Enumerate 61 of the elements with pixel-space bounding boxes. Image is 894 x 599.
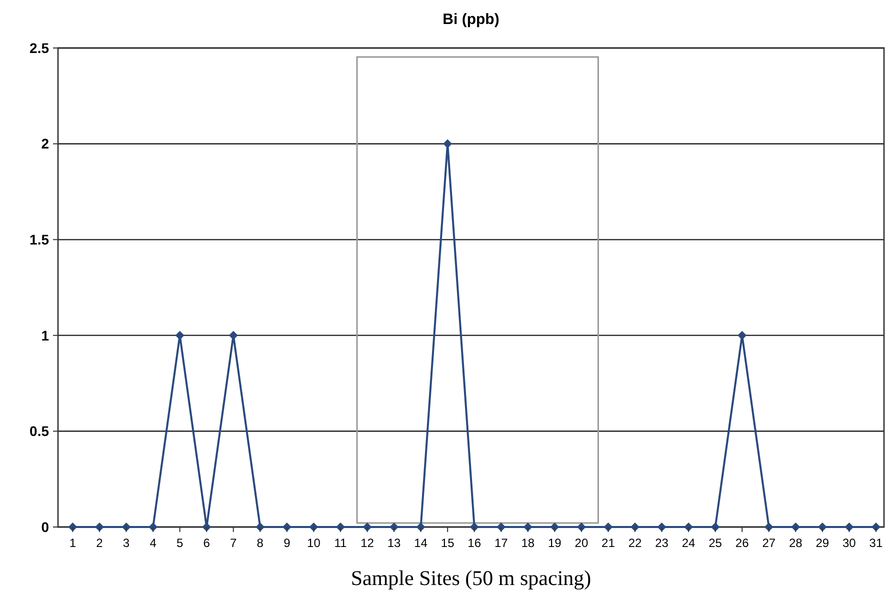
point [309,522,318,532]
x-tick-label: 15 [440,536,455,550]
x-tick-label: 7 [230,536,238,550]
x-tick-label: 10 [307,536,321,550]
x-tick-label: 20 [574,536,588,550]
x-tick-label: 21 [602,536,616,550]
x-tick-label: 13 [387,536,402,550]
x-tick-label: 11 [334,536,348,550]
point [256,522,265,532]
x-tick-label: 3 [122,536,130,550]
x-tick-label: 14 [414,536,428,550]
x-tick-label: 5 [176,536,184,550]
x-tick-label: 26 [735,536,750,550]
point [228,330,238,340]
x-tick-label: 23 [655,536,669,550]
x-tick-label: 12 [360,536,374,550]
x-tick-label: 4 [150,536,157,550]
point [202,522,212,532]
point [844,522,854,532]
point [764,522,774,532]
x-tick-label: 24 [682,536,696,550]
point [362,522,372,532]
point [416,522,426,532]
y-tick-label: 1.5 [30,232,50,248]
x-tick-label: 25 [708,536,722,550]
x-tick-label: 30 [842,536,856,550]
chart-title: Bi (ppb) [442,11,500,28]
x-tick-label: 28 [788,536,803,550]
x-tick-label: 2 [96,536,104,550]
x-tick-label: 27 [762,536,776,550]
x-axis-title: Sample Sites (50 m spacing) [350,566,592,590]
point [470,522,479,532]
x-tick-label: 29 [816,536,830,550]
x-tick-label: 17 [494,536,508,550]
point [710,522,720,532]
x-tick-label: 6 [203,536,210,550]
point [657,522,666,532]
point [496,522,506,532]
point [122,522,131,532]
point [791,522,800,532]
y-tick-label: 2.5 [30,40,50,56]
x-tick-label: 31 [869,536,883,550]
point [148,522,158,532]
x-tick-label: 8 [256,536,264,550]
point [550,522,560,532]
y-tick-label: 2 [41,136,50,152]
x-tick-label: 1 [69,536,76,550]
point [604,522,613,532]
y-tick-label: 1 [41,327,50,344]
point [443,139,452,148]
x-tick-label: 16 [468,536,482,550]
x-tick-label: 22 [628,536,642,550]
point [68,522,78,532]
x-tick-label: 19 [548,536,562,550]
point [738,330,747,340]
y-tick-label: 0 [41,518,50,535]
x-tick-label: 9 [284,536,291,550]
point [175,330,184,340]
y-tick-label: 0.5 [30,423,50,440]
x-tick-label: 18 [521,536,535,550]
point [95,522,104,532]
